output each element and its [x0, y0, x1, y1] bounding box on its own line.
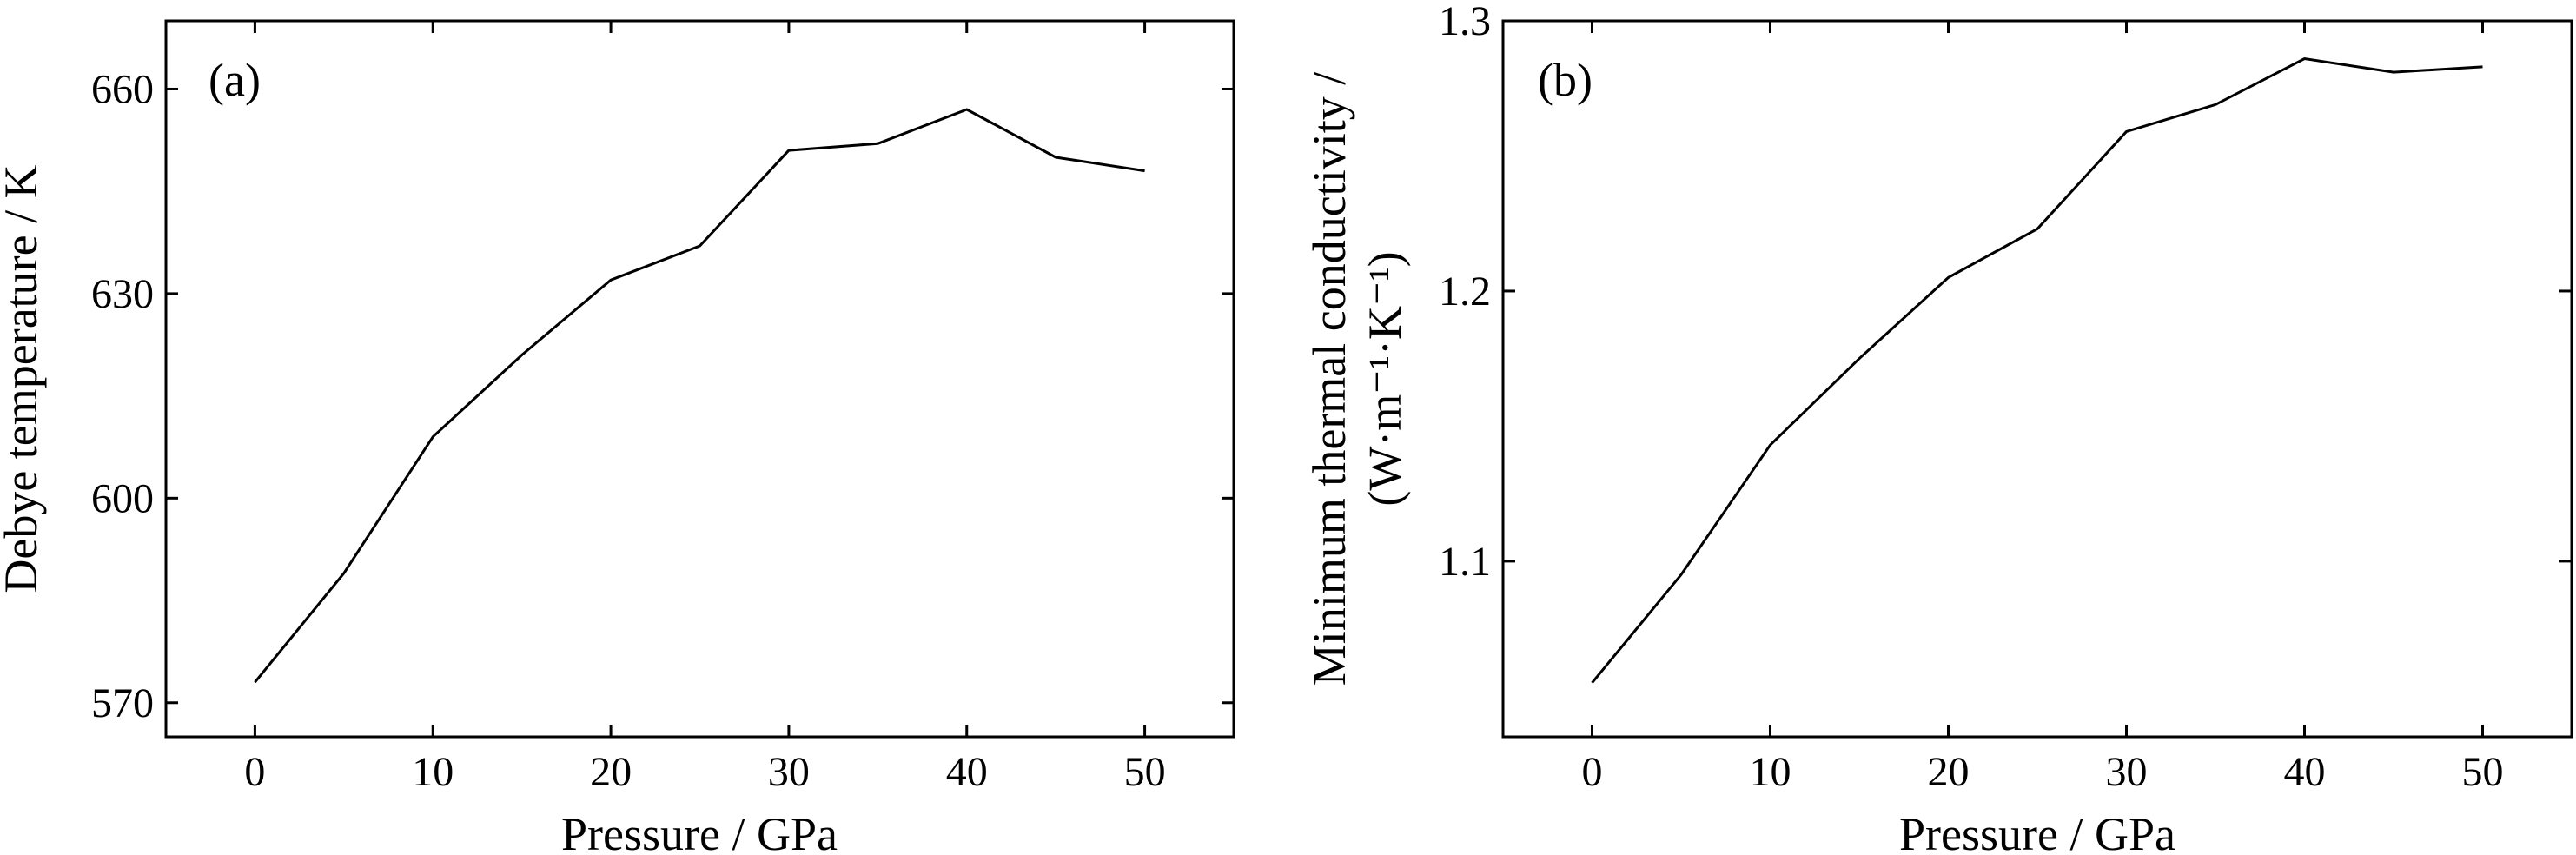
panel-a-xtick-label: 10: [412, 749, 454, 795]
panel-a-xtick-label: 20: [590, 749, 632, 795]
panel-a-y-axis-label: Debye temperature / K: [0, 164, 47, 593]
panel-a-xtick-label: 50: [1124, 749, 1166, 795]
panel-b-y-axis-label-line1: Minimum thermal conductivity /: [1303, 72, 1355, 686]
panel-b-y-axis-label-line2: (W·m⁻¹·K⁻¹): [1359, 251, 1411, 506]
panel-b-xtick-label: 20: [1928, 749, 1970, 795]
panel-b-x-axis-label: Pressure / GPa: [1899, 808, 2175, 855]
panel-a-ytick-label: 660: [91, 66, 154, 112]
panel-a: 0 10 20 30 40 50 570 600 630 660 (a) Pressure / G…: [0, 19, 1235, 855]
panel-a-xtick-label: 40: [946, 749, 988, 795]
panel-b-xtick-label: 0: [1582, 749, 1603, 795]
panel-a-xtick-label: 0: [244, 749, 265, 795]
panel-a-tick-labels: 0 10 20 30 40 50 570 600 630 660: [91, 66, 1166, 795]
panel-a-x-axis-label: Pressure / GPa: [561, 808, 838, 855]
panel-b-tick-labels: 0 10 20 30 40 50 1.1 1.2 1.3: [1439, 0, 2504, 795]
panel-b-ticks: [1503, 19, 2572, 737]
panel-b: 0 10 20 30 40 501.11.21.3 (b) Pressure / GPa …: [1303, 0, 2573, 855]
panel-b-xtick-label: 10: [1750, 749, 1791, 795]
panel-a-xtick-label: 30: [768, 749, 810, 795]
panel-a-ytick-label: 630: [91, 271, 154, 317]
panel-b-ytick-label: 1.1: [1439, 539, 1491, 585]
panel-a-series-line: [254, 108, 1145, 684]
panel-b-xtick-label: 50: [2462, 749, 2504, 795]
panel-b-ytick-label: 1.2: [1439, 268, 1491, 315]
panel-a-label: (a): [209, 54, 261, 106]
panel-a-ytick-label: 570: [91, 680, 154, 726]
panel-b-ytick-label: 1.3: [1439, 0, 1491, 44]
panel-b-xtick-label: 30: [2106, 749, 2148, 795]
panel-a-plot-frame: [164, 19, 1235, 739]
panel-a-ytick-label: 600: [91, 475, 154, 521]
panel-a-ticks: [166, 21, 1234, 737]
panel-b-plot-frame: [1501, 19, 2573, 739]
panel-b-series-line: [1591, 56, 2483, 684]
panel-b-label: (b): [1538, 54, 1593, 106]
panel-b-xtick-label: 40: [2284, 749, 2326, 795]
